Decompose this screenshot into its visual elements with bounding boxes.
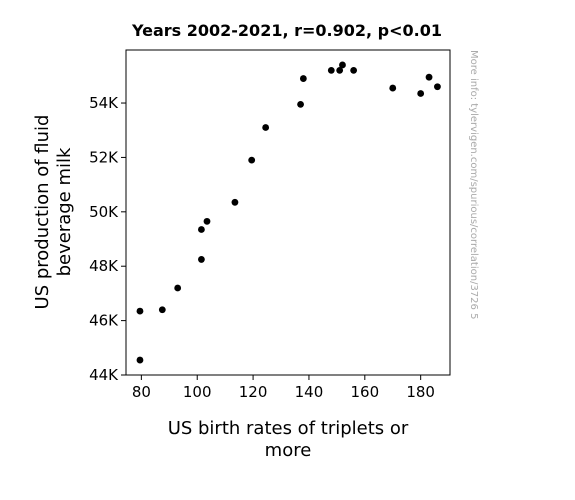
y-axis-label: US production of fluid beverage milk	[32, 115, 75, 310]
data-points	[136, 61, 441, 364]
data-point	[136, 307, 144, 315]
data-point	[417, 90, 425, 97]
plot-frame	[125, 49, 451, 376]
data-point	[339, 61, 346, 69]
plot-area: 80 100 120 140 160 180 44K 46K 48K 50K 52K 54K	[89, 49, 451, 401]
data-point	[198, 256, 205, 263]
x-axis-label-line-2: more	[265, 440, 312, 461]
x-tick-label: 140	[295, 383, 324, 401]
data-point	[231, 198, 239, 206]
x-tick-label: 160	[350, 383, 379, 401]
data-point	[174, 284, 182, 292]
data-point	[389, 84, 397, 92]
y-axis-label-line-2: beverage milk	[54, 147, 75, 276]
data-point	[297, 100, 304, 108]
data-point	[198, 226, 205, 233]
data-point	[350, 66, 358, 74]
y-tick-label: 50K	[89, 203, 119, 221]
x-tick-label: 80	[132, 383, 151, 401]
data-point	[136, 356, 144, 364]
data-point	[262, 124, 270, 131]
data-point	[336, 66, 344, 74]
data-point	[434, 83, 441, 91]
x-tick-label: 100	[183, 383, 212, 401]
data-point	[248, 156, 256, 164]
chart-title: Years 2002-2021, r=0.902, p<0.01	[131, 21, 442, 40]
side-note: More info: tylervigen.com/spurious/corre…	[468, 50, 479, 319]
y-tick-label: 54K	[89, 94, 119, 112]
y-tick-label: 48K	[89, 257, 119, 275]
data-point	[158, 306, 166, 314]
y-tick-label: 44K	[89, 366, 119, 384]
x-tick-label: 180	[406, 383, 435, 401]
x-axis-label-line-1: US birth rates of triplets or	[168, 418, 409, 439]
y-tick-label: 46K	[89, 312, 119, 330]
data-point	[203, 217, 211, 225]
data-point	[425, 73, 433, 81]
y-tick-label: 52K	[89, 148, 119, 166]
x-tick-label: 120	[239, 383, 268, 401]
data-point	[299, 75, 307, 82]
data-point	[327, 66, 335, 74]
y-axis-label-line-1: US production of fluid	[32, 115, 53, 310]
side-note-text: More info: tylervigen.com/spurious/corre…	[468, 50, 479, 319]
y-axis: 44K 46K 48K 50K 52K 54K	[89, 94, 126, 384]
x-axis: 80 100 120 140 160 180	[132, 375, 435, 401]
